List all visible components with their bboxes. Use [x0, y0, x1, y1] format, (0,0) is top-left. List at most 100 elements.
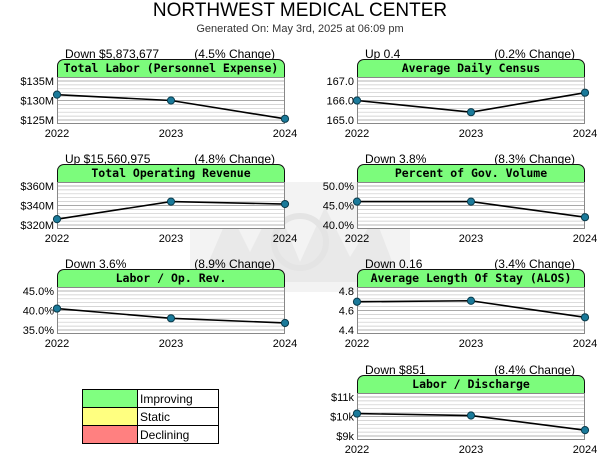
data-point — [166, 197, 176, 206]
x-tick-label: 2022 — [45, 233, 69, 245]
x-tick-label: 2023 — [459, 444, 483, 456]
legend-label: Improving — [137, 389, 219, 408]
percent-change-text: (0.2% Change) — [494, 47, 575, 61]
chart-title-tab: Labor / Discharge — [357, 375, 585, 393]
line-chart: $320M $340M $360M 2022 2023 2024 — [20, 181, 297, 245]
data-point — [352, 197, 362, 206]
chart-panel-average-daily-census: Up 0.4 (0.2% Change) Average Daily Censu… — [326, 47, 597, 142]
y-tick-label: $360M — [20, 181, 54, 193]
y-tick-label: $10k — [330, 412, 354, 424]
data-point — [580, 313, 590, 322]
legend-item-improving: Improving — [82, 389, 219, 408]
data-point — [466, 108, 476, 117]
percent-change-text: (4.5% Change) — [194, 47, 275, 61]
percent-change-text: (4.8% Change) — [194, 152, 275, 166]
x-tick-label: 2022 — [345, 233, 369, 245]
chart-panel-total-operating-revenue: Up $15,560,975 (4.8% Change) Total Opera… — [20, 152, 297, 247]
x-tick-label: 2022 — [345, 128, 369, 140]
y-tick-label: $125M — [20, 115, 54, 127]
y-tick-label: 165.0 — [326, 115, 354, 127]
y-tick-label: 167.0 — [326, 76, 354, 88]
data-point — [280, 114, 290, 123]
data-point — [52, 215, 62, 224]
y-tick-label: 40.0% — [23, 306, 54, 318]
data-point — [166, 314, 176, 323]
percent-change-text: (3.4% Change) — [494, 257, 575, 271]
data-point — [280, 318, 290, 328]
chart-panel-alos: Down 0.16 (3.4% Change) Average Length O… — [339, 257, 598, 352]
change-text: Down 3.6% — [65, 257, 127, 271]
change-text: Down $5,873,677 — [65, 47, 160, 61]
data-point — [52, 90, 62, 99]
change-text: Down $851 — [365, 363, 426, 377]
line-chart: $125M $130M $135M 2022 2023 2024 — [20, 76, 297, 140]
data-point — [580, 426, 590, 435]
data-point — [466, 411, 476, 420]
x-tick-label: 2022 — [345, 444, 369, 456]
x-tick-label: 2024 — [273, 128, 297, 140]
chart-panel-total-labor: Down $5,873,677 (4.5% Change) Total Labo… — [20, 47, 297, 142]
chart-panel-percent-gov-volume: Down 3.8% (8.3% Change) Percent of Gov. … — [323, 152, 597, 247]
change-text: Down 0.16 — [365, 257, 423, 271]
y-tick-label: 166.0 — [326, 96, 354, 108]
line-chart: $9k $10k $11k 2022 2023 2024 — [330, 392, 597, 456]
page-title: NORTHWEST MEDICAL CENTER — [152, 0, 448, 21]
percent-change-text: (8.9% Change) — [194, 257, 275, 271]
chart-panel-labor-discharge: Down $851 (8.4% Change) Labor / Discharg… — [330, 363, 597, 458]
y-tick-label: $9k — [336, 431, 354, 443]
x-tick-label: 2024 — [573, 444, 597, 456]
change-text: Up $15,560,975 — [65, 152, 151, 166]
data-point — [352, 297, 362, 306]
y-tick-label: $11k — [331, 392, 355, 404]
x-tick-label: 2023 — [459, 233, 483, 245]
legend-item-declining: Declining — [82, 425, 219, 444]
chart-title-tab: Total Operating Revenue — [57, 164, 285, 182]
x-tick-label: 2022 — [45, 338, 69, 350]
line-chart: 40.0% 45.0% 50.0% 2022 2023 2024 — [323, 181, 597, 245]
x-tick-label: 2023 — [159, 233, 183, 245]
legend-label: Static — [137, 407, 219, 426]
y-tick-label: 40.0% — [323, 220, 354, 232]
x-tick-label: 2024 — [573, 128, 597, 140]
y-tick-label: $340M — [20, 201, 54, 213]
data-point — [580, 88, 590, 97]
y-tick-label: 4.4 — [339, 325, 354, 337]
legend: Improving Static Declining — [82, 389, 219, 444]
line-chart: 165.0 166.0 167.0 2022 2023 2024 — [326, 76, 597, 140]
chart-title-tab: Percent of Gov. Volume — [357, 164, 585, 182]
change-text: Up 0.4 — [365, 47, 401, 61]
chart-title-tab: Average Daily Census — [357, 59, 585, 77]
x-tick-label: 2024 — [573, 338, 597, 350]
data-point — [280, 199, 290, 209]
legend-item-static: Static — [82, 407, 219, 426]
x-tick-label: 2023 — [459, 338, 483, 350]
x-tick-label: 2022 — [45, 128, 69, 140]
data-point — [166, 96, 176, 105]
chart-title-tab: Average Length Of Stay (ALOS) — [357, 269, 585, 287]
data-point — [466, 197, 476, 206]
y-tick-label: $130M — [20, 96, 54, 108]
legend-swatch-declining — [82, 425, 138, 444]
legend-swatch-static — [82, 407, 138, 426]
data-point — [52, 304, 62, 313]
y-tick-label: 50.0% — [323, 181, 354, 193]
generated-timestamp: Generated On: May 3rd, 2025 at 06:09 pm — [196, 23, 404, 35]
y-tick-label: 4.6 — [339, 306, 354, 318]
data-point — [580, 213, 590, 222]
line-chart: 4.4 4.6 4.8 2022 2023 2024 — [339, 286, 598, 350]
y-tick-label: 35.0% — [23, 325, 54, 337]
y-tick-label: $320M — [20, 220, 54, 232]
line-chart: 35.0% 40.0% 45.0% 2022 2023 2024 — [23, 286, 297, 350]
x-tick-label: 2024 — [273, 338, 297, 350]
percent-change-text: (8.4% Change) — [494, 363, 575, 377]
data-point — [466, 296, 476, 305]
legend-swatch-improving — [82, 389, 138, 408]
x-tick-label: 2023 — [459, 128, 483, 140]
percent-change-text: (8.3% Change) — [494, 152, 575, 166]
y-tick-label: 45.0% — [23, 286, 54, 298]
y-tick-label: 45.0% — [323, 201, 354, 213]
y-tick-label: $135M — [20, 76, 54, 88]
change-text: Down 3.8% — [365, 152, 427, 166]
x-tick-label: 2023 — [159, 128, 183, 140]
legend-label: Declining — [137, 425, 219, 444]
